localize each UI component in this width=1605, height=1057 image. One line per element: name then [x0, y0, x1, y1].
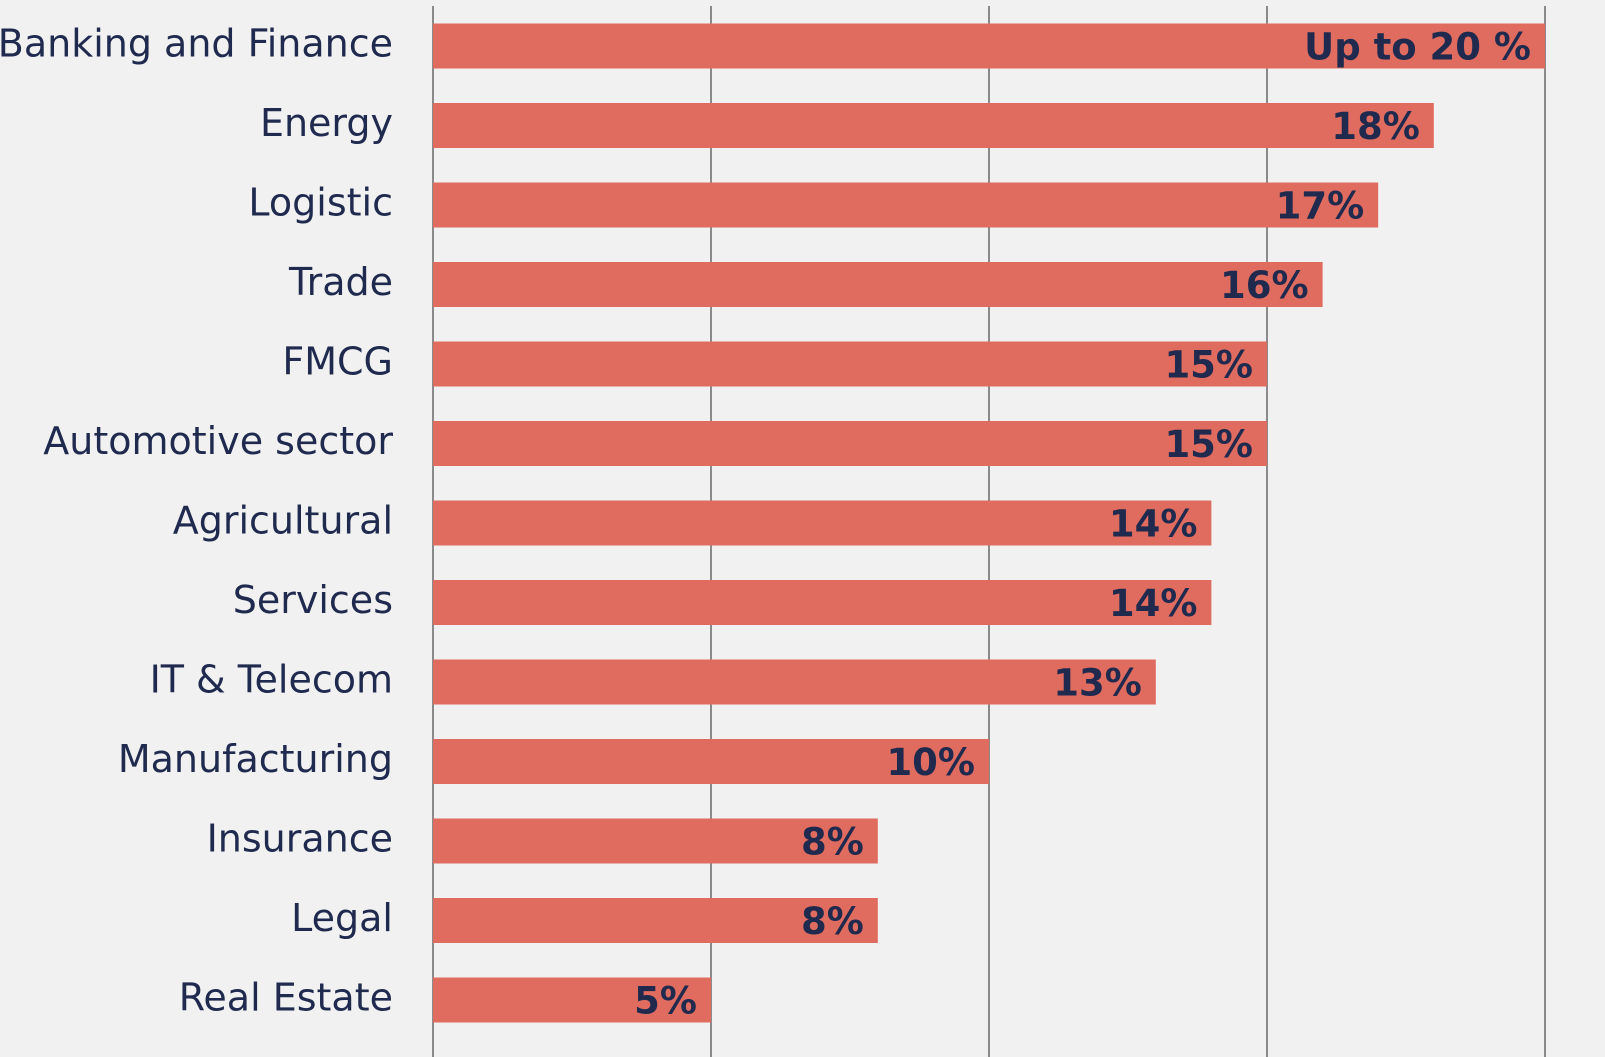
- category-label: Agricultural: [173, 499, 393, 543]
- bar: [433, 659, 1156, 705]
- bar: [433, 103, 1434, 148]
- data-label: 10%: [886, 741, 975, 784]
- category-label: Insurance: [207, 817, 393, 861]
- bar: [433, 580, 1212, 625]
- category-label: Services: [233, 578, 393, 622]
- bar: [433, 739, 989, 784]
- data-label: 13%: [1053, 662, 1142, 705]
- bar: [433, 421, 1267, 466]
- bar: [433, 23, 1545, 69]
- category-label: Energy: [260, 101, 393, 145]
- category-label: Logistic: [248, 181, 393, 225]
- bar: [433, 262, 1323, 307]
- category-label: Legal: [291, 896, 393, 940]
- bar: [433, 898, 878, 943]
- data-label: 17%: [1276, 185, 1365, 228]
- data-label: 8%: [801, 900, 864, 943]
- category-label: Automotive sector: [43, 419, 393, 463]
- data-label: 5%: [634, 980, 697, 1023]
- data-label: 16%: [1220, 264, 1309, 307]
- bar: [433, 500, 1212, 546]
- category-label: IT & Telecom: [150, 658, 393, 702]
- data-label: 14%: [1109, 582, 1198, 625]
- category-label: Trade: [288, 260, 393, 304]
- data-label: 15%: [1164, 344, 1253, 387]
- category-label: FMCG: [282, 340, 393, 384]
- data-label: Up to 20 %: [1304, 26, 1531, 69]
- bar: [433, 818, 878, 864]
- data-label: 18%: [1331, 105, 1420, 148]
- data-label: 14%: [1109, 503, 1198, 546]
- data-label: 8%: [801, 821, 864, 864]
- category-label: Banking and Finance: [0, 22, 393, 66]
- bar: [433, 182, 1379, 228]
- data-label: 15%: [1164, 423, 1253, 466]
- bar: [433, 341, 1267, 387]
- category-label: Manufacturing: [118, 737, 393, 781]
- category-label: Real Estate: [179, 976, 393, 1020]
- bar: [433, 977, 711, 1023]
